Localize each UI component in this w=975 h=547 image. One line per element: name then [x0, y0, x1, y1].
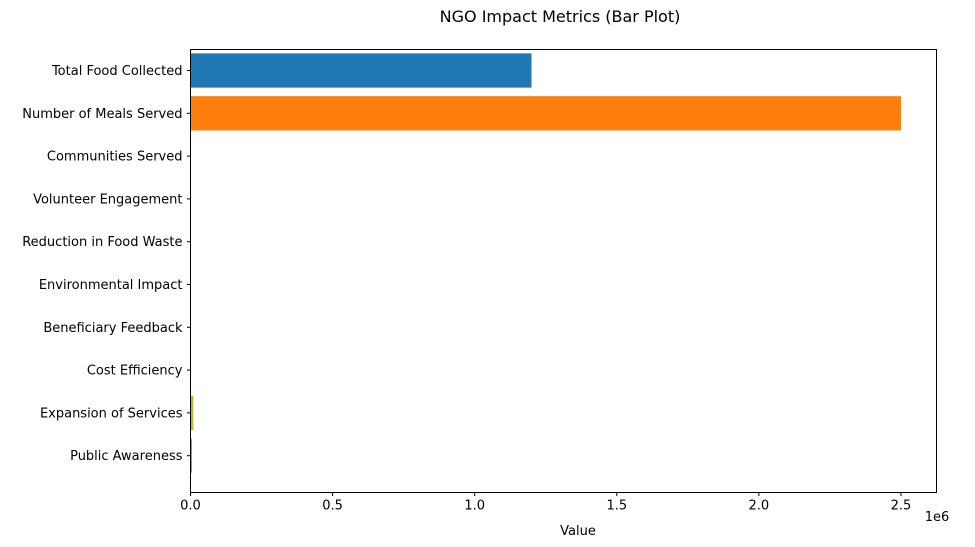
y-tick-label: Total Food Collected — [51, 64, 183, 79]
x-tick-label: 0.0 — [180, 499, 201, 514]
x-tick-label: 1.5 — [606, 499, 627, 514]
x-axis-offset-text: 1e6 — [925, 510, 950, 525]
y-tick-label: Communities Served — [47, 150, 183, 165]
y-tick-label: Volunteer Engagement — [33, 192, 182, 207]
y-tick-label: Beneficiary Feedback — [43, 321, 183, 336]
y-axis-ticks: Total Food Collected Number of Meals Serv… — [22, 64, 191, 464]
x-tick-label: 2.0 — [749, 499, 770, 514]
chart-title: NGO Impact Metrics (Bar Plot) — [440, 7, 681, 26]
y-tick-label: Number of Meals Served — [22, 107, 182, 122]
plot-frame — [190, 49, 937, 493]
bar-number-of-meals-served — [190, 96, 901, 131]
x-tick-label: 1.0 — [464, 499, 485, 514]
x-axis-label: Value — [560, 524, 596, 539]
y-tick-label: Expansion of Services — [40, 406, 183, 421]
x-axis-ticks: 0.0 0.5 1.0 1.5 2.0 2.5 — [180, 492, 912, 514]
y-tick-label: Environmental Impact — [39, 278, 183, 293]
x-tick-label: 0.5 — [322, 499, 343, 514]
bar-total-food-collected — [190, 53, 532, 88]
bar-public-awareness — [190, 438, 192, 473]
x-tick-label: 2.5 — [891, 499, 912, 514]
bar-expansion-of-services — [190, 395, 194, 431]
y-tick-label: Public Awareness — [70, 449, 183, 464]
y-tick-label: Cost Efficiency — [87, 364, 183, 379]
bars-group — [190, 53, 901, 473]
y-tick-label: Reduction in Food Waste — [22, 235, 182, 250]
